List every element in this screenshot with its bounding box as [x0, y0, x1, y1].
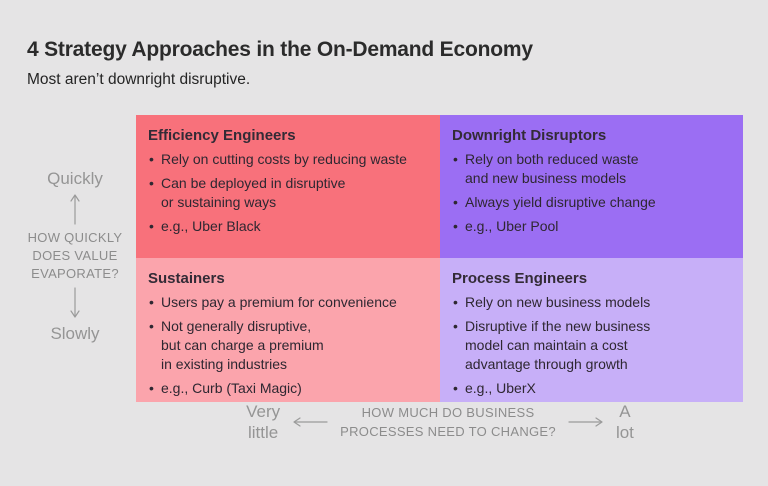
- x-axis: Very little HOW MUCH DO BUSINESS PROCESS…: [230, 401, 650, 443]
- arrow-down-icon: [70, 287, 80, 318]
- quadrant-bullets: Users pay a premium for convenience Not …: [148, 293, 428, 398]
- quadrant-bullets: Rely on cutting costs by reducing waste …: [148, 150, 428, 236]
- bullet-item: Rely on cutting costs by reducing waste: [148, 150, 428, 169]
- bullet-item: Always yield disruptive change: [452, 193, 731, 212]
- bullet-item: e.g., Curb (Taxi Magic): [148, 379, 428, 398]
- quadrant-bullets: Rely on new business models Disruptive i…: [452, 293, 731, 398]
- page-title: 4 Strategy Approaches in the On-Demand E…: [27, 38, 533, 61]
- arrow-left-icon: [293, 417, 328, 427]
- quadrant-downright-disruptors: Downright Disruptors Rely on both reduce…: [440, 115, 743, 258]
- arrow-right-icon: [568, 417, 603, 427]
- x-axis-right-label: A lot: [615, 402, 634, 442]
- x-axis-question: HOW MUCH DO BUSINESS PROCESSES NEED TO C…: [340, 405, 556, 439]
- quadrant-matrix: Efficiency Engineers Rely on cutting cos…: [136, 115, 743, 402]
- bullet-item: e.g., Uber Black: [148, 217, 428, 236]
- quadrant-sustainers: Sustainers Users pay a premium for conve…: [136, 258, 440, 402]
- quadrant-title: Efficiency Engineers: [148, 127, 296, 144]
- x-axis-left-label: Very little: [246, 402, 281, 442]
- header: 4 Strategy Approaches in the On-Demand E…: [27, 38, 533, 89]
- page-subtitle: Most aren’t downright disruptive.: [27, 71, 251, 88]
- quadrant-title: Sustainers: [148, 270, 225, 287]
- bullet-item: Rely on both reduced waste and new busin…: [452, 150, 731, 188]
- y-axis-question: HOW QUICKLY DOES VALUE EVAPORATE?: [27, 230, 123, 281]
- y-axis-bottom-label: Slowly: [50, 324, 100, 343]
- bullet-item: Users pay a premium for convenience: [148, 293, 428, 312]
- arrow-up-icon: [70, 194, 80, 225]
- y-axis-top-label: Quickly: [47, 169, 103, 188]
- bullet-item: Can be deployed in disruptive or sustain…: [148, 174, 428, 212]
- quadrant-process-engineers: Process Engineers Rely on new business m…: [440, 258, 743, 402]
- quadrant-efficiency-engineers: Efficiency Engineers Rely on cutting cos…: [136, 115, 440, 258]
- bullet-item: e.g., Uber Pool: [452, 217, 731, 236]
- quadrant-title: Process Engineers: [452, 270, 588, 287]
- bullet-item: Not generally disruptive, but can charge…: [148, 317, 428, 374]
- quadrant-title: Downright Disruptors: [452, 127, 607, 144]
- bullet-item: e.g., UberX: [452, 379, 731, 398]
- bullet-item: Disruptive if the new business model can…: [452, 317, 731, 374]
- bullet-item: Rely on new business models: [452, 293, 731, 312]
- quadrant-bullets: Rely on both reduced waste and new busin…: [452, 150, 731, 236]
- y-axis: Quickly HOW QUICKLY DOES VALUE EVAPORATE…: [6, 168, 144, 344]
